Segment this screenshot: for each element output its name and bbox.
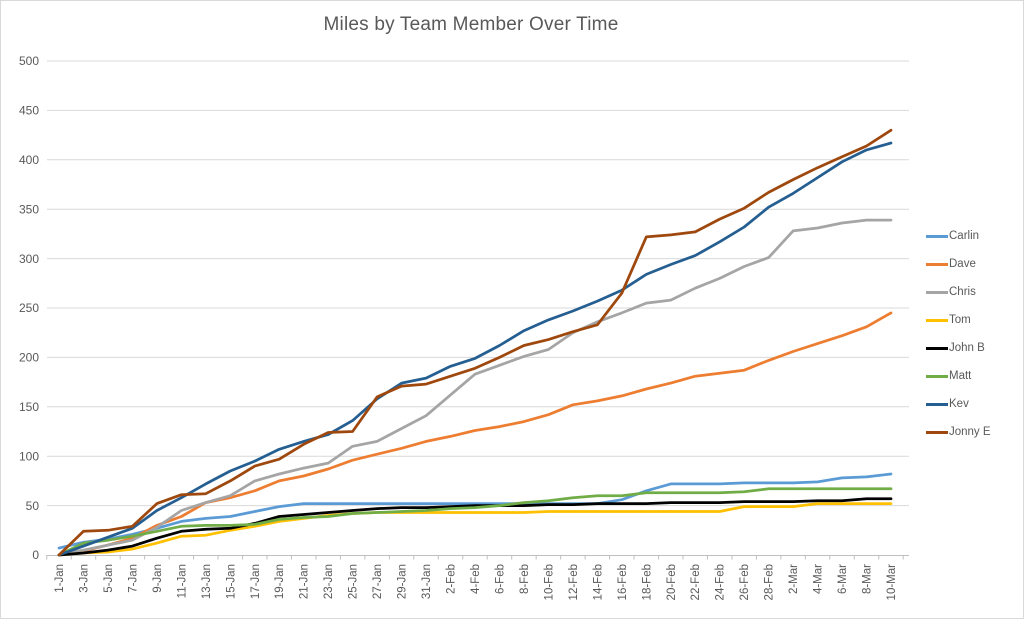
x-axis-tick-label: 2-Feb	[446, 564, 458, 594]
x-axis-tick-label: 16-Feb	[617, 564, 629, 600]
x-axis-tick-label: 29-Jan	[397, 564, 409, 599]
x-axis-tick-label: 4-Feb	[470, 564, 482, 594]
x-axis-tick-label: 19-Jan	[274, 564, 286, 599]
x-axis-tick-label: 13-Jan	[201, 564, 213, 599]
legend-swatch-icon	[926, 346, 948, 350]
legend-item-john-b[interactable]: John B	[926, 334, 1021, 362]
x-axis-tick-label: 22-Feb	[690, 564, 702, 600]
legend-label: John B	[949, 342, 985, 354]
x-axis-tick-label: 8-Mar	[862, 564, 874, 594]
x-axis-tick-label: 5-Jan	[103, 564, 115, 593]
x-axis-tick-label: 26-Feb	[739, 564, 751, 600]
series-line-matt	[57, 487, 893, 557]
legend-swatch-icon	[926, 234, 948, 238]
legend-swatch-icon	[926, 262, 948, 266]
x-axis-tick-label: 6-Feb	[494, 564, 506, 594]
legend-item-chris[interactable]: Chris	[926, 278, 1021, 306]
legend-item-carlin[interactable]: Carlin	[926, 222, 1021, 250]
legend-swatch-icon	[926, 402, 948, 406]
x-axis-tick-label: 31-Jan	[421, 564, 433, 599]
legend-label: Matt	[949, 370, 972, 382]
x-axis-tick-label: 27-Jan	[372, 564, 384, 599]
x-axis-tick-label: 10-Mar	[886, 564, 898, 601]
legend-label: Dave	[949, 258, 976, 270]
legend-label: Carlin	[949, 230, 980, 242]
series-line-john-b	[57, 497, 893, 557]
y-axis-tick-label: 50	[26, 499, 40, 513]
legend-label: Jonny E	[949, 426, 991, 438]
x-axis-tick-label: 17-Jan	[250, 564, 262, 599]
legend-item-jonny-e[interactable]: Jonny E	[926, 418, 1021, 446]
x-axis-tick-label: 3-Jan	[78, 564, 90, 593]
legend-swatch-icon	[926, 318, 948, 322]
x-axis-tick-label: 25-Jan	[348, 564, 360, 599]
x-axis-tick-label: 8-Feb	[519, 564, 531, 594]
series-line-kev	[57, 141, 893, 557]
y-axis-tick-label: 250	[19, 301, 39, 315]
series-line-jonny-e	[57, 128, 893, 557]
y-axis-tick-label: 200	[19, 351, 39, 365]
x-axis-tick-label: 15-Jan	[225, 564, 237, 599]
x-axis-tick-label: 23-Jan	[323, 564, 335, 599]
series-line-dave	[57, 311, 893, 557]
x-axis-tick-label: 24-Feb	[715, 564, 727, 600]
y-axis-tick-label: 350	[19, 202, 39, 216]
x-axis-tick-label: 1-Jan	[54, 564, 66, 593]
x-axis-tick-label: 10-Feb	[543, 564, 555, 600]
legend-swatch-icon	[926, 374, 948, 378]
y-axis-tick-label: 400	[19, 153, 39, 167]
y-axis-tick-label: 500	[19, 54, 39, 68]
x-axis-tick-label: 28-Feb	[764, 564, 776, 600]
x-axis-tick-label: 2-Mar	[788, 564, 800, 594]
chart-title: Miles by Team Member Over Time	[323, 14, 619, 35]
x-axis-tick-label: 20-Feb	[666, 564, 678, 600]
legend-item-dave[interactable]: Dave	[926, 250, 1021, 278]
legend-item-kev[interactable]: Kev	[926, 390, 1021, 418]
legend-item-matt[interactable]: Matt	[926, 362, 1021, 390]
series-line-tom	[57, 502, 893, 557]
legend: Carlin Dave Chris Tom John B Matt Kev Jonny E	[926, 222, 1021, 446]
x-axis-tick-label: 7-Jan	[127, 564, 139, 593]
y-axis-tick-label: 300	[19, 252, 39, 266]
y-axis-tick-label: 150	[19, 400, 39, 414]
legend-label: Kev	[949, 398, 969, 410]
legend-swatch-icon	[926, 430, 948, 434]
y-axis-tick-label: 100	[19, 449, 39, 463]
series-line-chris	[57, 218, 893, 557]
legend-item-tom[interactable]: Tom	[926, 306, 1021, 334]
x-axis-tick-label: 18-Feb	[641, 564, 653, 600]
legend-label: Chris	[949, 286, 976, 298]
x-axis-tick-label: 9-Jan	[152, 564, 164, 593]
y-axis-tick-label: 450	[19, 104, 39, 118]
x-axis-tick-label: 14-Feb	[592, 564, 604, 600]
x-axis-tick-label: 4-Mar	[813, 564, 825, 594]
x-axis-tick-label: 11-Jan	[176, 564, 188, 598]
x-axis-tick-label: 12-Feb	[568, 564, 580, 600]
legend-label: Tom	[949, 314, 971, 326]
x-axis-tick-label: 6-Mar	[837, 564, 849, 594]
y-axis-tick-label: 0	[32, 548, 39, 562]
legend-swatch-icon	[926, 290, 948, 294]
x-axis-tick-label: 21-Jan	[299, 564, 311, 599]
series-line-carlin	[57, 472, 893, 550]
